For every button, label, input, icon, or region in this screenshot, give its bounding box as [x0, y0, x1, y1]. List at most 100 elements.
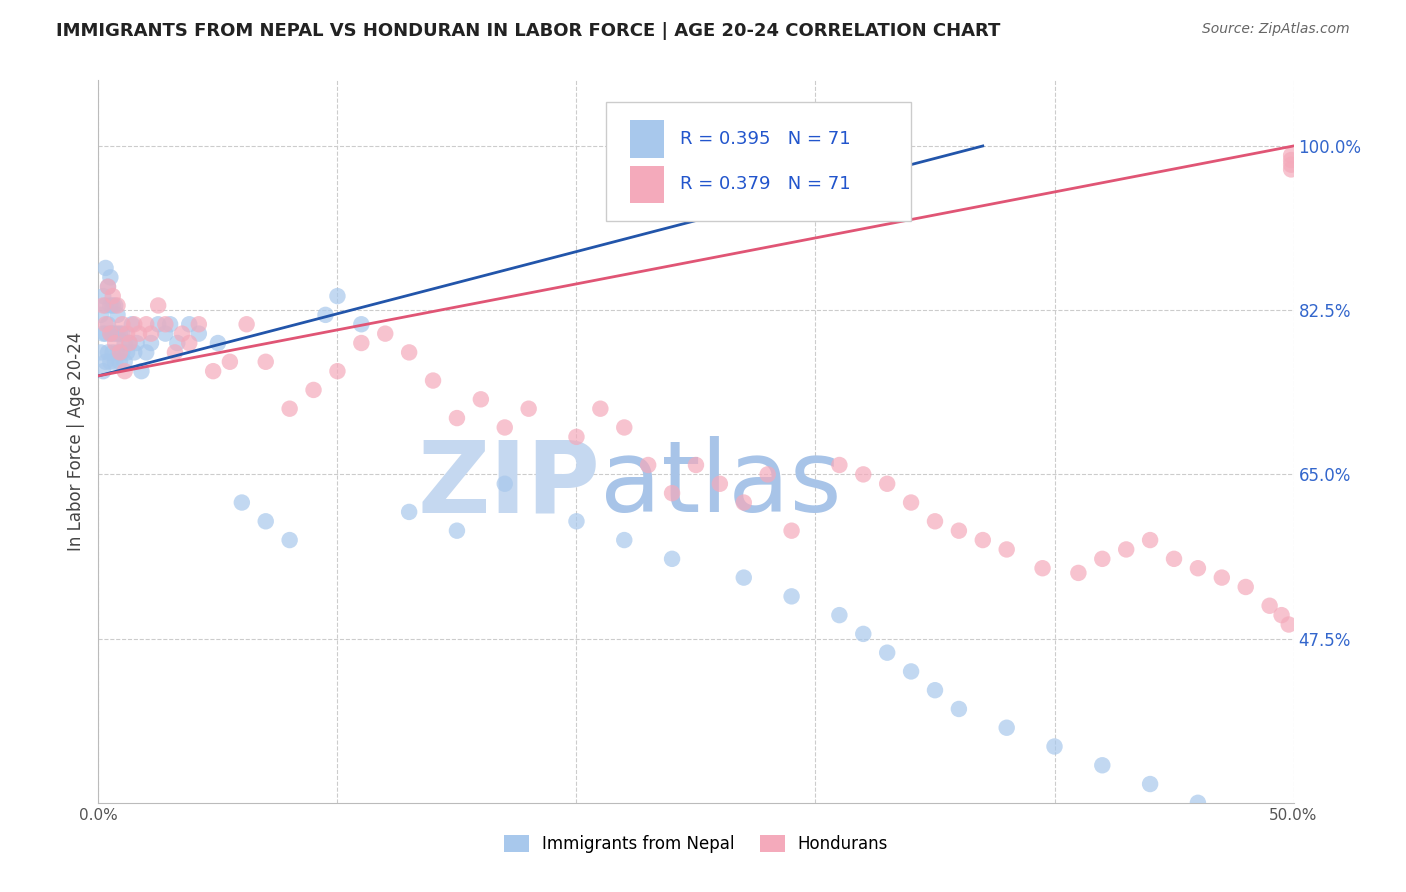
Point [828, 458, 851, 472]
Point [107, 298, 129, 312]
Point [219, 355, 242, 369]
Point [446, 411, 468, 425]
Point [101, 289, 124, 303]
Point [91, 364, 114, 378]
Point [98, 355, 122, 369]
Point [589, 401, 612, 416]
Point [995, 721, 1018, 735]
Point [104, 336, 127, 351]
Point [733, 495, 755, 509]
Point [1139, 533, 1161, 547]
Point [637, 458, 659, 472]
Point [494, 420, 516, 434]
Point [108, 345, 131, 359]
Point [159, 318, 181, 332]
Point [565, 430, 588, 444]
Point [104, 355, 127, 369]
Point [315, 308, 337, 322]
Point [166, 336, 188, 351]
Point [101, 345, 124, 359]
Point [97, 279, 120, 293]
Point [517, 401, 540, 416]
Point [128, 326, 150, 341]
Point [91, 289, 114, 303]
Text: ZIP: ZIP [418, 436, 600, 533]
Point [1091, 758, 1114, 772]
Point [107, 345, 129, 359]
Point [101, 326, 124, 341]
Point [1279, 162, 1302, 177]
Point [139, 336, 162, 351]
Point [278, 533, 301, 547]
Bar [630, 166, 664, 203]
Point [179, 336, 201, 351]
Point [422, 374, 444, 388]
Point [111, 345, 134, 359]
Point [90, 308, 112, 322]
Point [148, 318, 170, 332]
Point [155, 326, 177, 341]
Point [1271, 608, 1294, 623]
Point [235, 318, 257, 332]
Point [97, 345, 120, 359]
Point [254, 514, 277, 528]
Point [104, 326, 127, 341]
Point [187, 326, 209, 341]
Point [111, 326, 134, 341]
Point [187, 318, 209, 332]
Point [326, 289, 349, 303]
Point [278, 401, 301, 416]
Point [1067, 566, 1090, 580]
Point [1258, 599, 1281, 613]
Point [924, 514, 946, 528]
Point [1279, 148, 1302, 162]
Point [148, 298, 170, 312]
Point [97, 318, 120, 332]
Point [124, 318, 146, 332]
Point [98, 270, 122, 285]
Point [139, 326, 162, 341]
Point [1187, 796, 1209, 810]
Point [98, 298, 122, 312]
Point [1279, 153, 1302, 167]
Text: atlas: atlas [600, 436, 842, 533]
Point [995, 542, 1018, 557]
Point [661, 486, 683, 500]
Point [398, 505, 420, 519]
Point [302, 383, 325, 397]
Point [852, 627, 875, 641]
Point [733, 571, 755, 585]
Point [948, 524, 970, 538]
Point [900, 495, 922, 509]
Point [163, 345, 186, 359]
Point [780, 590, 803, 604]
Point [94, 260, 117, 275]
Point [446, 524, 468, 538]
Point [1115, 542, 1137, 557]
Point [948, 702, 970, 716]
Point [131, 364, 153, 378]
Bar [630, 120, 664, 158]
Point [114, 364, 136, 378]
Point [1163, 551, 1185, 566]
Point [1091, 551, 1114, 566]
Point [231, 495, 253, 509]
Point [780, 524, 803, 538]
Y-axis label: In Labor Force | Age 20-24: In Labor Force | Age 20-24 [66, 332, 84, 551]
Point [114, 355, 136, 369]
Point [254, 355, 277, 369]
Point [565, 514, 588, 528]
Point [115, 326, 138, 341]
Point [179, 318, 201, 332]
Point [924, 683, 946, 698]
Point [374, 326, 396, 341]
Point [104, 298, 127, 312]
Point [101, 298, 124, 312]
Point [98, 326, 122, 341]
Point [135, 318, 157, 332]
Point [1211, 571, 1233, 585]
Point [124, 345, 146, 359]
Point [135, 345, 157, 359]
FancyBboxPatch shape [606, 102, 911, 221]
Point [125, 336, 148, 351]
